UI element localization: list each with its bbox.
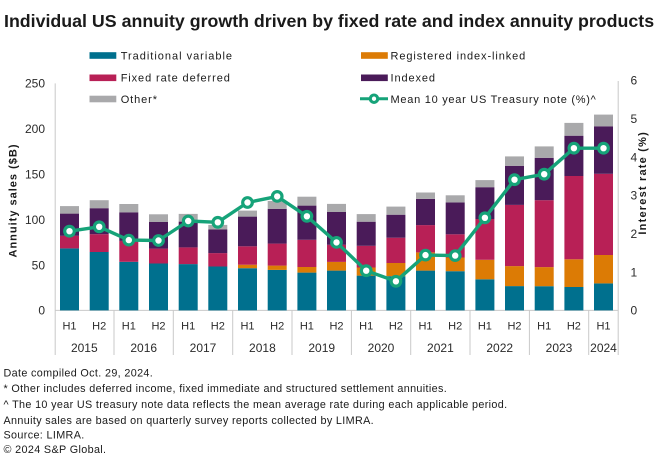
svg-text:2017: 2017 (190, 341, 217, 355)
svg-text:Registered index-linked: Registered index-linked (391, 50, 527, 62)
svg-text:2018: 2018 (249, 341, 276, 355)
svg-text:H2: H2 (389, 321, 403, 333)
svg-text:H2: H2 (507, 321, 521, 333)
svg-text:H1: H1 (359, 321, 373, 333)
svg-text:H2: H2 (448, 321, 462, 333)
svg-text:250: 250 (25, 77, 45, 91)
svg-text:2022: 2022 (486, 341, 513, 355)
svg-text:50: 50 (32, 258, 46, 272)
svg-text:1: 1 (631, 265, 638, 279)
svg-text:H1: H1 (300, 321, 314, 333)
svg-text:6: 6 (631, 74, 638, 88)
svg-text:* Other includes deferred inco: * Other includes deferred income, fixed … (4, 383, 448, 395)
svg-text:H1: H1 (537, 321, 551, 333)
svg-text:2019: 2019 (308, 341, 335, 355)
svg-text:H2: H2 (151, 321, 165, 333)
svg-text:H1: H1 (62, 321, 76, 333)
svg-text:3: 3 (631, 189, 638, 203)
svg-text:Indexed: Indexed (391, 73, 436, 85)
svg-text:Interest rate (%): Interest rate (%) (637, 131, 649, 235)
svg-text:H1: H1 (181, 321, 195, 333)
svg-text:H2: H2 (270, 321, 284, 333)
svg-text:150: 150 (25, 168, 45, 182)
svg-text:Individual US annuity growth d: Individual US annuity growth driven by f… (4, 11, 654, 31)
svg-text:Annuity sales are based on qua: Annuity sales are based on quarterly sur… (4, 415, 375, 427)
svg-text:0: 0 (38, 304, 45, 318)
svg-text:H2: H2 (329, 321, 343, 333)
svg-text:2: 2 (631, 227, 638, 241)
svg-text:2021: 2021 (427, 341, 454, 355)
svg-text:H1: H1 (596, 321, 610, 333)
svg-text:H1: H1 (122, 321, 136, 333)
svg-text:Source: LIMRA.: Source: LIMRA. (4, 430, 85, 442)
svg-text:2016: 2016 (130, 341, 157, 355)
svg-text:2015: 2015 (71, 341, 98, 355)
svg-text:5: 5 (631, 112, 638, 126)
svg-text:H1: H1 (240, 321, 254, 333)
svg-text:2024: 2024 (590, 341, 617, 355)
svg-text:© 2024 S&P Global.: © 2024 S&P Global. (4, 444, 107, 456)
svg-text:Annuity sales ($B): Annuity sales ($B) (8, 144, 20, 258)
svg-text:Fixed rate deferred: Fixed rate deferred (121, 73, 231, 85)
svg-text:200: 200 (25, 122, 45, 136)
svg-text:0: 0 (631, 304, 638, 318)
svg-text:^ The 10 year US treasury note: ^ The 10 year US treasury note data refl… (4, 399, 508, 411)
svg-text:Date compiled Oct. 29, 2024.: Date compiled Oct. 29, 2024. (4, 367, 154, 379)
svg-text:2020: 2020 (368, 341, 395, 355)
svg-text:H2: H2 (567, 321, 581, 333)
svg-text:100: 100 (25, 213, 45, 227)
svg-text:Traditional variable: Traditional variable (121, 50, 233, 62)
svg-text:Mean 10 year US Treasury note: Mean 10 year US Treasury note (%)^ (391, 94, 597, 106)
svg-text:H2: H2 (92, 321, 106, 333)
svg-text:4: 4 (631, 150, 638, 164)
svg-text:Other*: Other* (121, 94, 158, 106)
svg-text:H1: H1 (478, 321, 492, 333)
svg-text:H1: H1 (418, 321, 432, 333)
svg-text:2023: 2023 (546, 341, 573, 355)
svg-text:H2: H2 (211, 321, 225, 333)
